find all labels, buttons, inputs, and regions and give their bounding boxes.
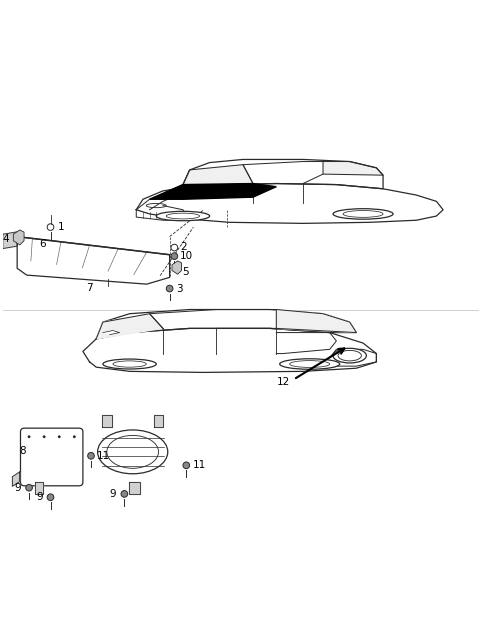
Text: 1: 1 (58, 222, 64, 232)
Polygon shape (154, 415, 163, 428)
Polygon shape (183, 159, 383, 189)
Polygon shape (276, 333, 336, 353)
Text: 2: 2 (180, 242, 187, 252)
Polygon shape (330, 349, 376, 366)
Text: 3: 3 (176, 284, 182, 294)
Polygon shape (136, 184, 229, 210)
Circle shape (43, 435, 46, 438)
Text: 6: 6 (39, 239, 46, 249)
Text: 4: 4 (2, 234, 9, 244)
Polygon shape (17, 237, 169, 284)
Circle shape (121, 491, 128, 497)
FancyBboxPatch shape (21, 428, 83, 486)
Polygon shape (276, 310, 356, 333)
Polygon shape (13, 230, 24, 245)
Polygon shape (103, 330, 120, 335)
Polygon shape (176, 184, 193, 189)
Polygon shape (150, 184, 276, 199)
Polygon shape (183, 164, 253, 184)
Text: 7: 7 (86, 283, 93, 292)
Circle shape (47, 494, 54, 500)
Polygon shape (172, 261, 181, 275)
Text: 12: 12 (277, 377, 290, 387)
Polygon shape (12, 472, 20, 486)
Text: 10: 10 (180, 251, 193, 261)
Circle shape (58, 435, 60, 438)
Text: 11: 11 (97, 451, 110, 461)
Text: 8: 8 (20, 446, 26, 456)
Polygon shape (96, 314, 163, 339)
Polygon shape (35, 482, 44, 494)
Polygon shape (136, 205, 190, 220)
Circle shape (28, 435, 31, 438)
Circle shape (183, 462, 190, 468)
Text: 5: 5 (182, 268, 189, 277)
Circle shape (73, 435, 76, 438)
Ellipse shape (333, 209, 393, 219)
Ellipse shape (103, 359, 156, 369)
Text: 9: 9 (109, 489, 116, 499)
Polygon shape (129, 482, 140, 494)
Text: 9: 9 (14, 483, 21, 493)
Text: 9: 9 (36, 492, 43, 502)
Polygon shape (96, 310, 356, 339)
Polygon shape (136, 184, 443, 223)
Ellipse shape (156, 211, 210, 221)
Ellipse shape (97, 430, 168, 474)
Polygon shape (323, 161, 383, 175)
Circle shape (26, 484, 32, 491)
Polygon shape (102, 415, 112, 428)
Circle shape (88, 452, 95, 459)
Circle shape (166, 285, 173, 292)
Ellipse shape (280, 359, 340, 369)
Polygon shape (3, 232, 17, 248)
Circle shape (171, 253, 178, 259)
Polygon shape (83, 328, 376, 372)
Text: 11: 11 (192, 460, 206, 470)
Ellipse shape (333, 348, 366, 363)
